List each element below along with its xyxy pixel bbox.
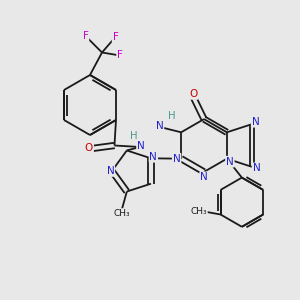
Text: CH₃: CH₃ [190,207,207,216]
Text: N: N [156,121,164,131]
Text: N: N [106,166,114,176]
Text: N: N [137,141,145,152]
Text: N: N [200,172,208,182]
Text: F: F [117,50,123,61]
Text: H: H [168,111,175,122]
Text: CH₃: CH₃ [113,209,130,218]
Text: O: O [189,89,198,99]
Text: F: F [82,31,88,41]
Text: N: N [149,152,157,162]
Text: N: N [226,157,234,167]
Text: H: H [130,130,138,141]
Text: F: F [112,32,118,42]
Text: N: N [253,164,260,173]
Text: N: N [173,154,181,164]
Text: O: O [85,143,93,154]
Text: N: N [252,117,260,127]
